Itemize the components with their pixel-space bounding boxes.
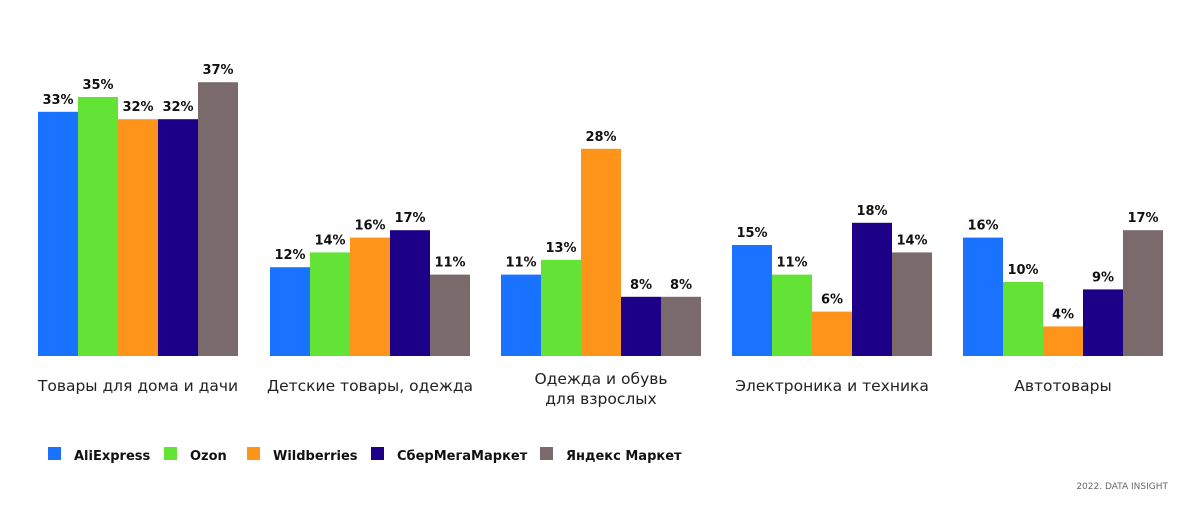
data-label: 9%	[1092, 270, 1114, 285]
legend-label: Wildberries	[273, 449, 358, 464]
bar	[310, 252, 350, 356]
category-label: Автотовары	[1014, 377, 1111, 395]
bar	[852, 222, 892, 356]
legend-swatch	[247, 447, 260, 460]
data-label: 11%	[776, 256, 807, 271]
bar	[270, 267, 310, 356]
data-label: 14%	[314, 233, 345, 248]
bar	[390, 230, 430, 356]
category-label: Электроника и техника	[735, 377, 929, 395]
bar	[772, 274, 812, 356]
source-note: 2022. DATA INSIGHT	[1076, 482, 1168, 492]
data-label: 11%	[434, 256, 465, 271]
legend-label: Ozon	[190, 449, 227, 464]
data-label: 8%	[630, 278, 652, 293]
data-label: 13%	[545, 241, 576, 256]
category-label: для взрослых	[545, 390, 656, 408]
bar	[1123, 230, 1163, 356]
bar	[118, 119, 158, 356]
bar	[1083, 289, 1123, 356]
data-label: 32%	[122, 100, 153, 115]
bars: 33% 35% 32% 32% 37% 12% 14% 16% 17% 11% 11% 13% 28% 8…	[38, 63, 1163, 356]
bar	[198, 82, 238, 356]
data-label: 17%	[394, 211, 425, 226]
legend-swatch	[164, 447, 177, 460]
data-label: 14%	[896, 233, 927, 248]
legend-swatch	[371, 447, 384, 460]
data-label: 11%	[505, 256, 536, 271]
data-label: 18%	[856, 204, 887, 219]
bar	[38, 111, 78, 356]
bar	[963, 237, 1003, 356]
category-label: Товары для дома и дачи	[37, 377, 238, 395]
data-label: 16%	[354, 219, 385, 234]
data-label: 35%	[82, 78, 113, 93]
category-label: Детские товары, одежда	[267, 377, 473, 395]
data-label: 16%	[967, 219, 998, 234]
bar	[78, 97, 118, 356]
data-label: 32%	[162, 100, 193, 115]
data-label: 4%	[1052, 307, 1074, 322]
data-label: 10%	[1007, 263, 1038, 278]
legend: AliExpress Ozon Wildberries СберМегаМаркет Я…	[48, 447, 682, 464]
data-label: 15%	[736, 226, 767, 241]
bar	[541, 259, 581, 356]
legend-swatch	[48, 447, 61, 460]
data-label: 17%	[1127, 211, 1158, 226]
bar	[501, 274, 541, 356]
data-label: 12%	[274, 248, 305, 263]
bar	[158, 119, 198, 356]
bar	[621, 296, 661, 356]
legend-swatch	[540, 447, 553, 460]
bar	[1043, 326, 1083, 356]
data-label: 28%	[585, 130, 616, 145]
bar	[812, 311, 852, 356]
category-labels: Товары для дома и дачи Детские товары, од…	[37, 370, 1112, 408]
legend-label: Яндекс Маркет	[566, 449, 682, 464]
data-label: 37%	[202, 63, 233, 78]
legend-label: СберМегаМаркет	[397, 449, 528, 464]
data-label: 6%	[821, 293, 843, 308]
data-label: 33%	[42, 93, 73, 108]
legend-label: AliExpress	[74, 449, 151, 464]
bar	[350, 237, 390, 356]
bar	[732, 245, 772, 356]
category-label: Одежда и обувь	[534, 370, 667, 388]
bar	[581, 148, 621, 356]
bar	[892, 252, 932, 356]
data-label: 8%	[670, 278, 692, 293]
bar	[1003, 282, 1043, 356]
bar	[430, 274, 470, 356]
bar	[661, 296, 701, 356]
